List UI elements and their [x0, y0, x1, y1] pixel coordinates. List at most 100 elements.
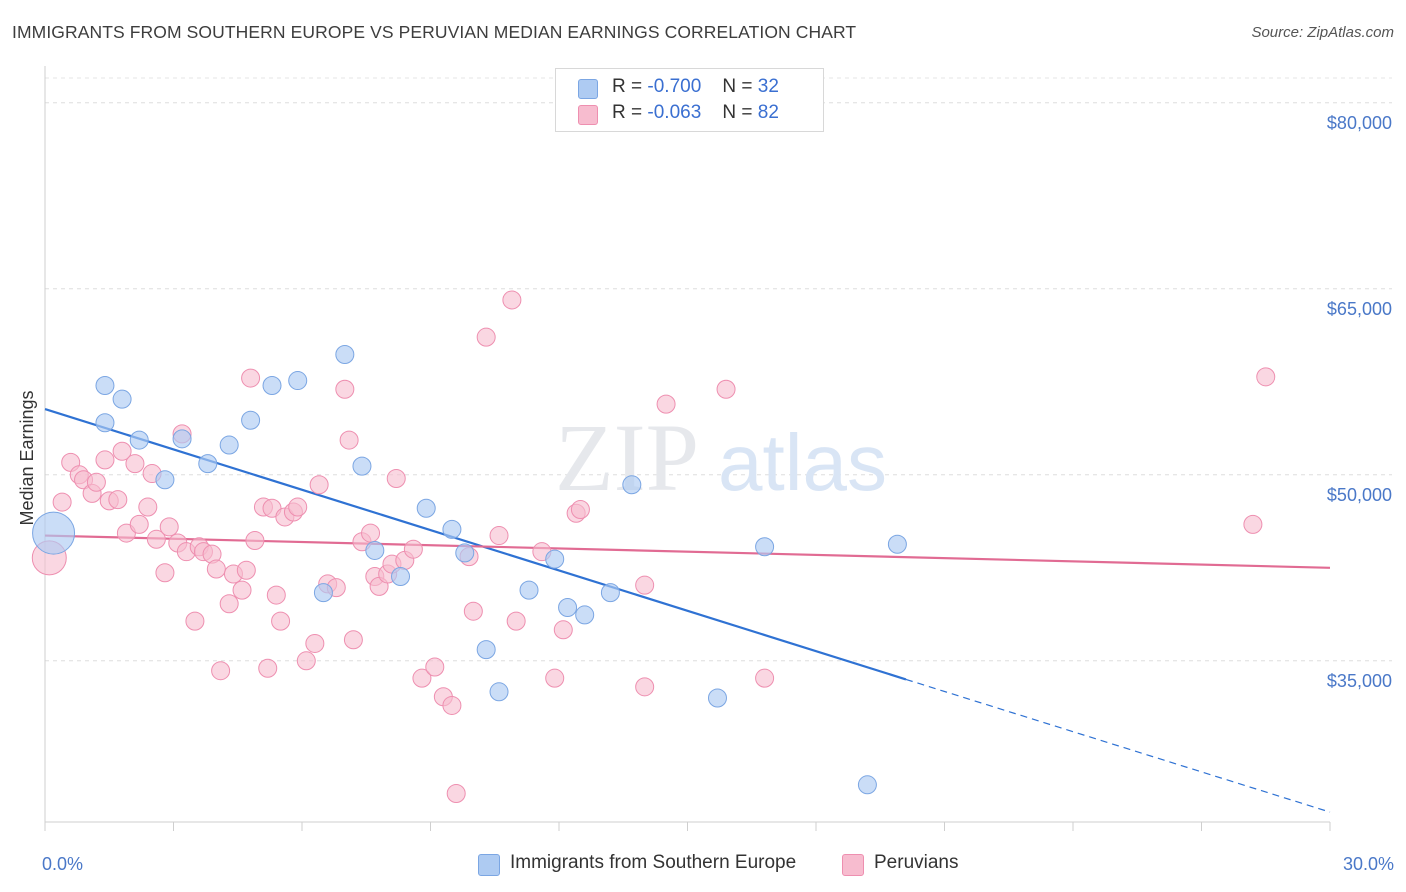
- point-immigrants-14: [352, 456, 372, 476]
- point-peruvians-32: [241, 368, 261, 388]
- point-peruvians-40: [288, 497, 308, 517]
- point-peruvians-73: [570, 500, 590, 520]
- point-peruvians-47: [339, 430, 359, 450]
- point-immigrants-11: [288, 371, 308, 391]
- pink-swatch-icon: [842, 854, 864, 876]
- blue-swatch-icon: [578, 79, 598, 99]
- data-points: [31, 290, 1276, 803]
- point-peruvians-70: [545, 668, 565, 688]
- point-immigrants-28: [707, 688, 727, 708]
- point-immigrants-10: [262, 376, 282, 396]
- point-peruvians-1: [52, 492, 72, 512]
- point-peruvians-10: [112, 441, 132, 461]
- point-peruvians-71: [553, 620, 573, 640]
- blue-swatch-icon: [478, 854, 500, 876]
- point-peruvians-68: [506, 611, 526, 631]
- point-peruvians-17: [155, 563, 175, 583]
- y-tick-label-3: $80,000: [1327, 113, 1392, 133]
- point-peruvians-55: [386, 469, 406, 489]
- point-peruvians-14: [138, 497, 158, 517]
- point-peruvians-67: [502, 290, 522, 310]
- n-value-peruvians: 82: [757, 102, 779, 123]
- y-tick-label-0: $35,000: [1327, 671, 1392, 691]
- point-peruvians-16: [146, 529, 166, 549]
- correlation-legend: R = -0.700 N = 32 R = -0.063 N = 82: [555, 68, 824, 132]
- point-immigrants-21: [489, 682, 509, 702]
- point-peruvians-18: [159, 517, 179, 537]
- x-tick-label-1: 30.0%: [1343, 854, 1394, 874]
- point-peruvians-79: [1243, 514, 1263, 534]
- point-peruvians-22: [185, 611, 205, 631]
- point-peruvians-9: [108, 490, 128, 510]
- trend-line-immigrants: [44, 408, 907, 681]
- point-immigrants-31: [887, 534, 907, 554]
- point-immigrants-29: [755, 537, 775, 557]
- r-value-peruvians: -0.063: [647, 102, 702, 123]
- point-peruvians-61: [442, 695, 462, 715]
- tick-labels: $35,000 $50,000 $65,000 $80,000 0.0% 30.0%: [42, 113, 1394, 874]
- watermark-zip: ZIP: [555, 404, 699, 511]
- point-peruvians-75: [635, 677, 655, 697]
- point-immigrants-17: [416, 498, 436, 518]
- point-peruvians-50: [361, 523, 381, 543]
- point-peruvians-36: [258, 658, 278, 678]
- y-tick-label-1: $50,000: [1327, 485, 1392, 505]
- point-peruvians-48: [343, 630, 363, 650]
- n-value-immigrants: 32: [757, 76, 779, 97]
- r-label: R =: [612, 102, 643, 123]
- point-immigrants-2: [112, 389, 132, 409]
- legend-item-peruvians-label: Peruvians: [874, 852, 959, 873]
- point-peruvians-76: [656, 394, 676, 414]
- point-peruvians-59: [425, 657, 445, 677]
- point-immigrants-24: [558, 597, 578, 617]
- point-immigrants-30: [857, 775, 877, 795]
- point-peruvians-65: [476, 327, 496, 347]
- point-peruvians-27: [211, 661, 231, 681]
- trend-line-immigrants-extension: [905, 678, 1331, 813]
- point-immigrants-15: [365, 540, 385, 560]
- point-peruvians-80: [1256, 367, 1276, 387]
- legend-row-immigrants-text: R = -0.700 N = 32: [612, 76, 779, 98]
- point-immigrants-22: [519, 580, 539, 600]
- point-immigrants-27: [622, 475, 642, 495]
- series-legend: Immigrants from Southern Europe Peruvian…: [0, 852, 1406, 878]
- point-peruvians-33: [245, 531, 265, 551]
- point-immigrants-0: [32, 511, 76, 555]
- point-immigrants-18: [442, 519, 462, 539]
- point-peruvians-13: [129, 514, 149, 534]
- point-peruvians-42: [305, 633, 325, 653]
- point-immigrants-13: [335, 345, 355, 365]
- point-peruvians-58: [412, 668, 432, 688]
- point-peruvians-66: [489, 526, 509, 546]
- point-peruvians-57: [403, 539, 423, 559]
- chart-title: IMMIGRANTS FROM SOUTHERN EUROPE VS PERUV…: [12, 22, 857, 42]
- point-peruvians-64: [463, 601, 483, 621]
- n-label: N =: [722, 102, 753, 123]
- point-immigrants-26: [600, 583, 620, 603]
- point-peruvians-62: [446, 783, 466, 803]
- point-peruvians-12: [125, 454, 145, 474]
- point-immigrants-16: [391, 566, 411, 586]
- r-label: R =: [612, 76, 643, 97]
- point-peruvians-43: [309, 475, 329, 495]
- axes: [44, 66, 1331, 831]
- n-label: N =: [722, 76, 753, 97]
- y-axis-label: Median Earnings: [17, 390, 37, 525]
- legend-item-immigrants-label: Immigrants from Southern Europe: [510, 852, 797, 873]
- watermark: ZIP atlas: [555, 404, 887, 511]
- x-tick-label-0: 0.0%: [42, 854, 83, 874]
- point-peruvians-78: [755, 668, 775, 688]
- point-peruvians-37: [266, 585, 286, 605]
- point-immigrants-6: [172, 429, 192, 449]
- watermark-atlas: atlas: [718, 418, 887, 507]
- point-peruvians-28: [219, 594, 239, 614]
- point-peruvians-30: [232, 580, 252, 600]
- r-value-immigrants: -0.700: [647, 76, 702, 97]
- source-label: Source: ZipAtlas.com: [1251, 24, 1394, 41]
- point-peruvians-31: [236, 560, 256, 580]
- point-immigrants-12: [313, 583, 333, 603]
- point-immigrants-4: [129, 430, 149, 450]
- pink-swatch-icon: [578, 105, 598, 125]
- point-peruvians-81: [271, 611, 291, 631]
